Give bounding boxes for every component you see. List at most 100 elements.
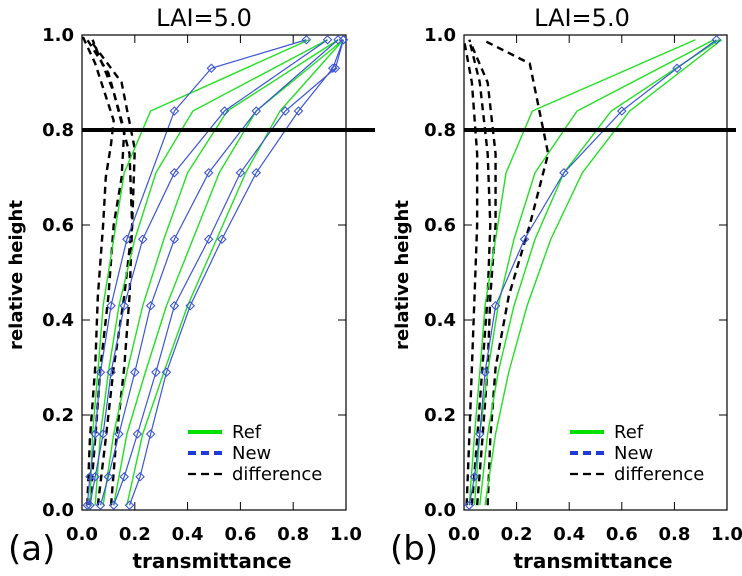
new-series-marker [711, 34, 722, 45]
new-series-marker [130, 367, 140, 378]
y-tick-label: 0.4 [424, 310, 456, 331]
new-series-marker [672, 63, 682, 74]
new-series-marker [124, 500, 135, 511]
y-tick-label: 0.8 [42, 120, 74, 141]
new-series-marker [98, 429, 108, 439]
new-series-marker [119, 300, 130, 311]
new-series-marker [203, 234, 214, 245]
new-series-marker [161, 367, 172, 378]
new-series-marker [108, 500, 119, 511]
new-series-marker [85, 500, 95, 511]
new-series-marker [145, 300, 156, 311]
new-series-marker [322, 34, 333, 45]
x-tick-label: 0.0 [448, 524, 480, 545]
new-series-marker [169, 167, 180, 178]
panel-a-y-axis-label: relative height [6, 200, 27, 350]
x-tick-label: 0.2 [501, 524, 533, 545]
y-tick-label: 0.0 [424, 500, 456, 521]
new-series-line [89, 39, 328, 506]
new-series-line [99, 39, 339, 506]
legend-label-New: New [614, 443, 653, 464]
new-series-marker [145, 429, 156, 439]
new-series-marker [617, 106, 627, 116]
plot-frame [81, 34, 347, 511]
new-series-marker [114, 429, 124, 439]
ref-series-line [126, 39, 344, 506]
x-tick-label: 0.4 [553, 524, 585, 545]
panel-a-x-axis-label: transmittance [132, 549, 291, 573]
new-series-marker [490, 300, 501, 311]
panel-b-title: LAI=5.0 [534, 4, 630, 32]
ref-series-line [468, 39, 696, 506]
new-series-marker [95, 367, 106, 378]
x-tick-label: 0.8 [277, 524, 309, 545]
x-tick-label: 0.8 [658, 524, 690, 545]
new-series-marker [338, 34, 349, 45]
y-tick-label: 1.0 [424, 25, 456, 46]
new-series-marker [137, 234, 148, 245]
new-series-marker [103, 471, 114, 482]
new-series-marker [251, 106, 262, 116]
new-series-marker [185, 300, 196, 311]
x-tick-label: 0.4 [172, 524, 204, 545]
new-series-marker [559, 167, 569, 178]
panel-b-y-axis-label: relative height [392, 200, 413, 350]
new-series-marker [301, 34, 312, 45]
new-series-marker [122, 234, 132, 245]
y-tick-label: 0.0 [42, 500, 74, 521]
x-tick-label: 1.0 [330, 524, 362, 545]
new-series-marker [119, 471, 130, 482]
new-series-marker [90, 471, 100, 482]
new-series-marker [464, 500, 475, 511]
y-tick-label: 0.4 [42, 310, 74, 331]
new-series-marker [169, 234, 180, 245]
new-series-marker [203, 167, 214, 178]
difference-series-line [91, 39, 134, 506]
new-series-marker [169, 300, 180, 311]
panel-b-letter: (b) [390, 529, 438, 569]
panel-b-chart: 0.0 0.2 0.4 0.6 0.8 1.0 0.0 0.2 0.4 0.6 0.8 1.0 RefN… [424, 25, 742, 545]
difference-series-line [481, 38, 550, 506]
new-series-marker [135, 471, 145, 482]
new-series-marker [206, 63, 217, 74]
new-series-marker [251, 167, 262, 178]
x-tick-label: 1.0 [711, 524, 742, 545]
ref-series-line [94, 39, 328, 506]
ref-series-line [102, 39, 339, 506]
new-series-marker [132, 429, 143, 439]
legend-label-difference: difference [232, 464, 322, 485]
new-series-marker [106, 300, 116, 311]
difference-series-line [80, 34, 115, 506]
new-series-marker [469, 471, 480, 482]
ref-series-line [484, 39, 723, 506]
y-tick-label: 0.6 [42, 215, 74, 236]
y-tick-label: 0.6 [424, 215, 456, 236]
x-tick-label: 0.6 [606, 524, 638, 545]
new-series-marker [219, 106, 230, 116]
y-tick-label: 0.2 [42, 405, 74, 426]
y-tick-label: 0.2 [424, 405, 456, 426]
panel-b-x-axis-label: transmittance [513, 549, 672, 573]
legend-label-difference: difference [614, 464, 704, 485]
new-series-line [468, 39, 717, 506]
y-tick-label: 1.0 [42, 25, 74, 46]
new-series-marker [217, 234, 227, 245]
panel-a-chart: 0.0 0.2 0.4 0.6 0.8 1.0 0.0 0.2 0.4 0.6 0.8 1.0 RefN… [42, 25, 375, 545]
new-series-marker [90, 429, 100, 439]
ref-series-line [89, 39, 310, 506]
new-series-marker [106, 367, 116, 378]
legend-label-Ref: Ref [614, 422, 644, 443]
new-series-marker [235, 167, 246, 178]
new-series-marker [480, 367, 490, 378]
new-series-line [113, 39, 344, 506]
plot-frame [463, 34, 728, 511]
x-tick-label: 0.0 [66, 524, 98, 545]
difference-series-line [468, 39, 492, 506]
panel-a-letter: (a) [8, 529, 55, 569]
legend-label-Ref: Ref [232, 422, 262, 443]
ref-series-line [479, 39, 720, 506]
new-series-line [86, 39, 307, 506]
new-series-marker [151, 367, 161, 378]
new-series-marker [328, 63, 338, 74]
